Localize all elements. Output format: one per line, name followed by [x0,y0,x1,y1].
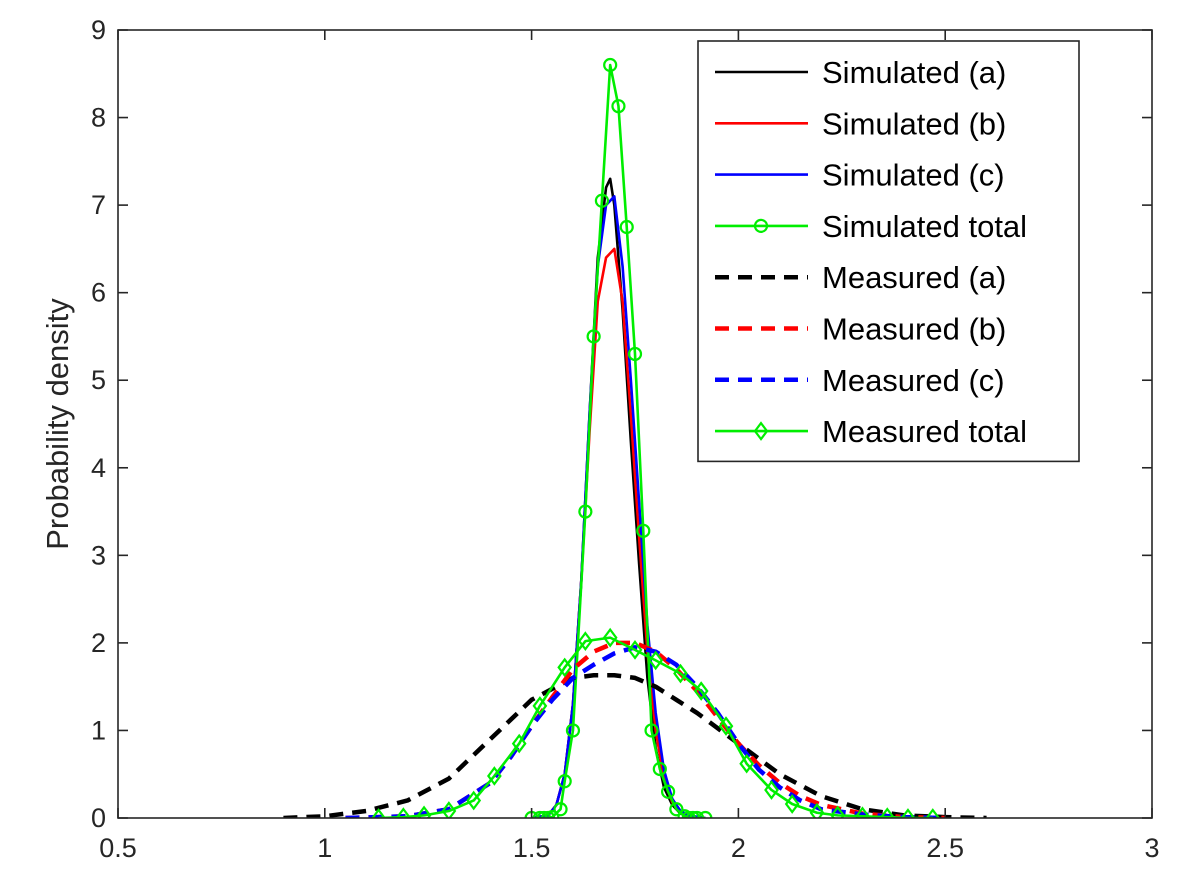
data-point-simulated-total [636,523,651,538]
data-point-simulated-total [594,193,610,208]
data-point-simulated-total [603,57,618,73]
data-point-simulated-total [545,810,560,818]
legend-label: Simulated (a) [822,55,1006,90]
data-point-measured-total [557,657,573,678]
data-point-simulated-total [586,329,601,344]
series-simulated-c [531,195,706,818]
legend-box [697,40,1080,463]
data-point-measured-total [673,663,688,684]
data-point-measured-total [396,807,411,818]
data-point-measured-total [466,790,482,811]
data-point-measured-total [577,631,593,651]
data-point-simulated-total [644,723,659,738]
data-point-measured-total [627,640,643,660]
x-tick-label: 1.5 [513,833,551,863]
axis-layer: 0.5 1 1.5 2 2.5 3 0 1 2 3 4 5 6 7 8 9 [91,15,1160,863]
data-point-simulated-total [553,802,568,817]
y-tick-label: 4 [91,453,106,483]
data-point-simulated-total [611,99,626,114]
legend-item-measured-a: Measured (a) [715,260,1006,295]
data-point-measured-total [602,627,618,648]
data-point-simulated-total [669,802,684,817]
data-point-simulated-total [532,810,547,818]
data-point-measured-total [487,766,502,786]
data-point-measured-total [900,808,916,818]
y-tick-label: 9 [91,15,106,45]
legend-item-simulated-total: Simulated total [715,209,1027,244]
data-point-simulated-total [565,723,581,738]
y-tick-label: 3 [91,540,106,570]
y-tick-label: 1 [91,715,106,745]
y-tick-label: 6 [91,278,106,308]
data-point-simulated-total [685,810,701,818]
series-layer [283,57,987,818]
y-axis-label: Probability density [40,298,75,550]
data-point-measured-total [739,753,755,774]
series-line-measured-a [283,673,987,818]
legend-item-measured-c: Measured (c) [715,363,1005,398]
data-point-simulated-total [627,346,643,362]
legend-label: Measured (b) [822,312,1006,347]
legend-item-measured-total: Measured total [715,414,1027,449]
data-point-measured-total [693,681,709,701]
legend-item-simulated-c: Simulated (c) [715,158,1005,193]
legend-label: Simulated (c) [822,158,1005,193]
legend-marker [753,421,769,441]
data-point-simulated-total [536,810,552,818]
x-tick-label: 3 [1144,833,1159,863]
series-line-simulated-c [531,195,706,818]
data-point-measured-total [416,805,432,818]
legend-label: Simulated total [822,209,1027,244]
data-point-measured-total [441,801,457,818]
series-line-measured-total [378,636,933,818]
data-point-simulated-total [660,784,676,799]
series-measured-a [283,673,987,818]
axes-box [117,29,1153,819]
data-point-measured-total [855,806,870,818]
y-tick-label: 5 [91,365,106,395]
data-point-measured-total [511,733,527,754]
series-measured-total [371,627,941,818]
y-tick-label: 7 [91,190,106,220]
legend-label: Measured (c) [822,363,1005,398]
data-point-measured-total [925,808,941,818]
data-point-simulated-total [619,219,634,235]
x-tick-label: 2 [731,833,746,863]
x-tick-label: 2.5 [926,833,964,863]
data-point-measured-total [879,807,895,818]
x-tick-label: 0.5 [99,833,137,863]
data-point-measured-total [764,780,779,800]
legend-label: Measured total [822,414,1027,449]
legend-item-simulated-b: Simulated (b) [715,106,1006,141]
data-point-measured-total [784,794,800,814]
data-point-measured-total [371,808,386,818]
legend-label: Simulated (b) [822,106,1006,141]
legend-marker [753,218,769,233]
y-tick-label: 0 [91,803,106,833]
data-point-simulated-total [681,810,696,818]
legend-item-simulated-a: Simulated (a) [715,55,1006,90]
legend-item-measured-b: Measured (b) [715,312,1006,347]
data-point-simulated-total [557,774,572,789]
series-line-measured-b [345,640,946,818]
data-point-measured-total [648,650,664,671]
legend-label: Measured (a) [822,260,1006,295]
data-point-measured-total [718,716,734,736]
legend: Simulated (a) Simulated (b) Simulated (c) S… [697,40,1080,463]
series-line-simulated-total [531,63,706,818]
series-measured-b [345,640,946,818]
data-point-measured-total [532,696,548,716]
x-tick-label: 1 [317,833,332,863]
y-tick-label: 2 [91,628,106,658]
data-point-simulated-total [578,504,593,519]
y-tick-label: 8 [91,103,106,133]
data-point-measured-total [830,805,846,818]
data-point-simulated-total [652,761,667,777]
data-point-measured-total [809,802,825,818]
data-point-simulated-total [689,810,705,818]
data-point-simulated-total [698,810,713,818]
